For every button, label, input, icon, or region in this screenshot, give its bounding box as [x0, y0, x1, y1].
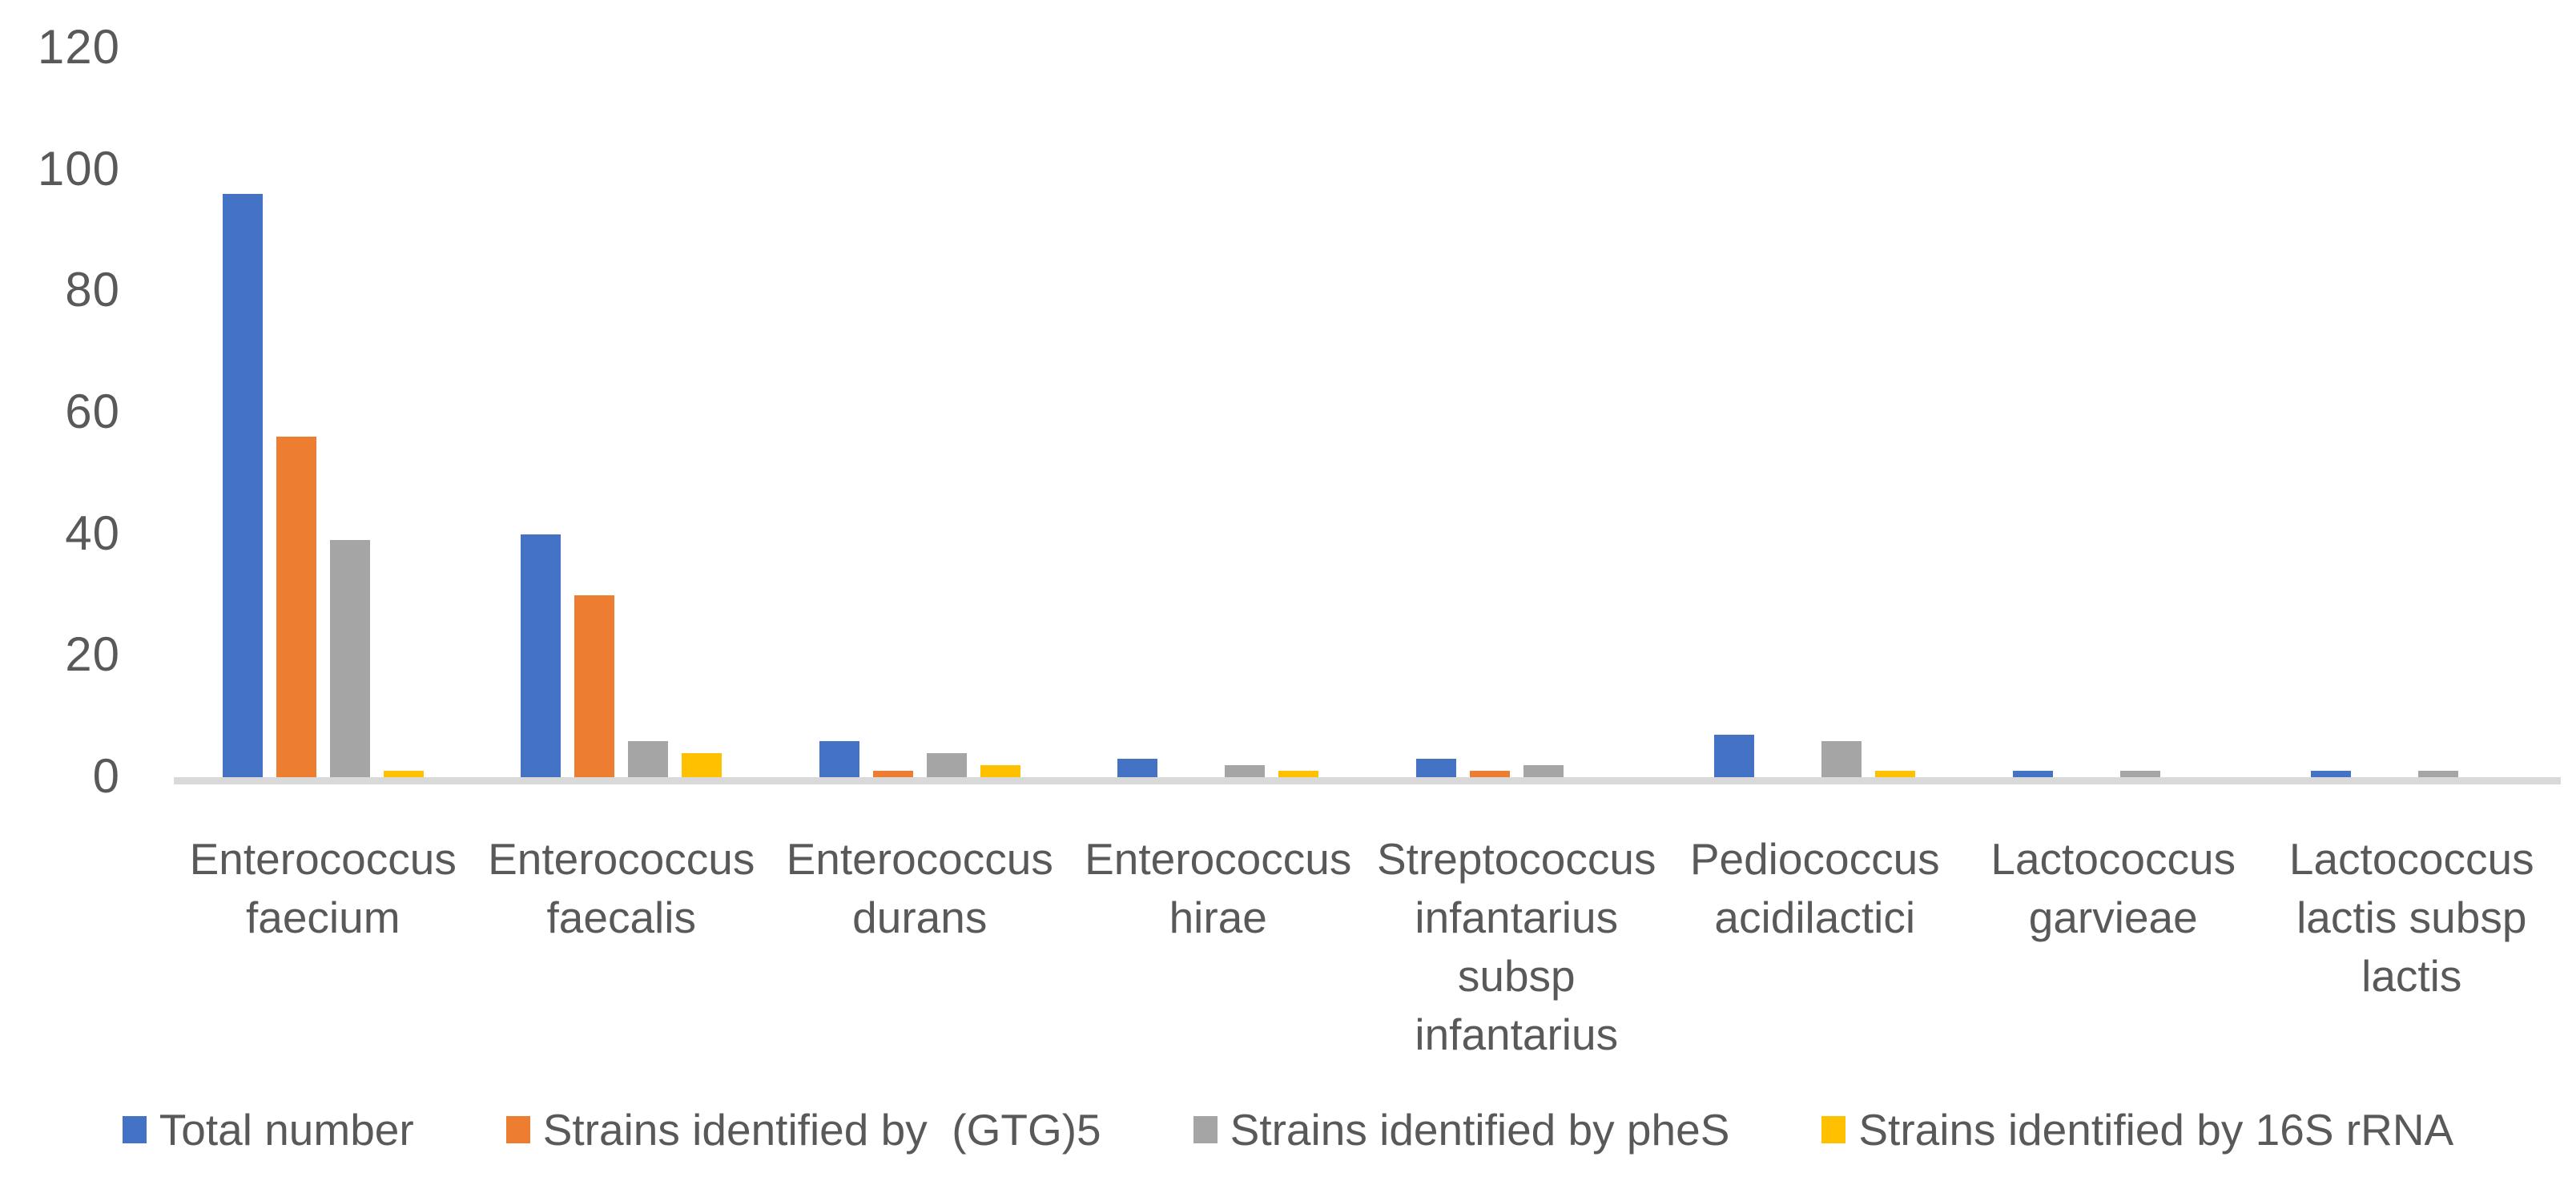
bar-group-pediococcus-acidilactici: [1666, 48, 1965, 777]
legend-item-total-number: Total number: [122, 1104, 414, 1155]
bar-total-number-enterococcus-durans: [819, 740, 859, 777]
legend-label-total-number: Total number: [159, 1105, 414, 1155]
bar-strains-identified-by-gtg-5-enterococcus-faecalis: [574, 595, 615, 777]
bar-group-enterococcus-faecium: [174, 48, 473, 777]
bar-group-enterococcus-faecalis: [473, 48, 771, 777]
bar-total-number-enterococcus-faecium: [222, 194, 263, 777]
y-tick-label-0: 0: [92, 749, 120, 804]
bar-strains-identified-by-phes-lactococcus-garvieae: [2119, 771, 2160, 777]
bar-group-lactococcus-garvieae: [1964, 48, 2263, 777]
bar-strains-identified-by-16s-rrna-enterococcus-faecium: [383, 771, 424, 777]
legend-item-strains-identified-by-phes: Strains identified by pheS: [1193, 1104, 1730, 1155]
category-label-enterococcus-hirae: Enterococcus hirae: [1085, 834, 1352, 942]
legend-label-strains-identified-by-16s-rrna: Strains identified by 16S rRNA: [1858, 1105, 2454, 1155]
legend-marker-icon-strains-identified-by-phes: [1193, 1116, 1218, 1143]
legend-item-strains-identified-by-gtg-5: Strains identified by (GTG)5: [505, 1104, 1101, 1155]
legend-marker-icon-strains-identified-by-gtg-5: [505, 1116, 530, 1143]
y-axis: 0 20 40 60 80 100 120: [0, 20, 120, 803]
category-label-lactococcus-garvieae: Lactococcus garvieae: [1990, 834, 2236, 942]
y-tick-label-100: 100: [37, 141, 120, 195]
x-axis-line: [174, 777, 2561, 784]
plot-area: [174, 48, 2561, 777]
legend-label-strains-identified-by-phes: Strains identified by pheS: [1230, 1105, 1730, 1155]
bar-strains-identified-by-gtg-5-enterococcus-faecium: [276, 437, 316, 777]
legend: Total number Strains identified by (GTG)5…: [0, 1104, 2576, 1155]
bar-total-number-enterococcus-faecalis: [521, 534, 561, 777]
bar-strains-identified-by-gtg-5-streptococcus-infantarius-subsp-infantarius: [1469, 771, 1510, 777]
bar-strains-identified-by-phes-pediococcus-acidilactici: [1821, 740, 1862, 777]
y-tick-label-40: 40: [65, 506, 120, 560]
bar-total-number-enterococcus-hirae: [1117, 759, 1158, 777]
bar-strains-identified-by-phes-enterococcus-faecium: [329, 540, 370, 777]
bar-strains-identified-by-16s-rrna-enterococcus-faecalis: [682, 752, 722, 777]
category-axis-labels: Enterococcus faecium Enterococcus faecali…: [174, 830, 2561, 1064]
legend-item-strains-identified-by-16s-rrna: Strains identified by 16S rRNA: [1821, 1104, 2453, 1155]
bar-groups: [174, 48, 2561, 777]
bar-strains-identified-by-phes-enterococcus-faecalis: [628, 740, 669, 777]
bar-total-number-streptococcus-infantarius-subsp-infantarius: [1415, 759, 1456, 777]
category-label-streptococcus-infantarius-subsp-infantarius: Streptococcus infantarius subsp infantar…: [1376, 834, 1656, 1059]
bar-group-streptococcus-infantarius-subsp-infantarius: [1367, 48, 1666, 777]
y-tick-label-80: 80: [65, 263, 120, 317]
y-tick-label-60: 60: [65, 385, 120, 439]
y-tick-label-20: 20: [65, 627, 120, 682]
bar-strains-identified-by-16s-rrna-enterococcus-durans: [980, 764, 1020, 777]
bar-strains-identified-by-phes-streptococcus-infantarius-subsp-infantarius: [1523, 764, 1564, 777]
legend-marker-icon-total-number: [122, 1116, 147, 1143]
bar-total-number-lactococcus-garvieae: [2012, 771, 2053, 777]
category-label-enterococcus-faecalis: Enterococcus faecalis: [488, 834, 755, 942]
legend-marker-icon-strains-identified-by-16s-rrna: [1821, 1116, 1846, 1143]
bar-group-enterococcus-hirae: [1069, 48, 1368, 777]
bar-group-enterococcus-durans: [771, 48, 1069, 777]
bar-strains-identified-by-16s-rrna-enterococcus-hirae: [1278, 771, 1319, 777]
bar-strains-identified-by-16s-rrna-pediococcus-acidilactici: [1875, 771, 1916, 777]
y-tick-label-120: 120: [37, 20, 120, 75]
bar-strains-identified-by-phes-lactococcus-lactis-subsp-lactis: [2418, 771, 2459, 777]
category-label-enterococcus-faecium: Enterococcus faecium: [189, 834, 457, 942]
bar-strains-identified-by-phes-enterococcus-durans: [926, 752, 967, 777]
category-label-enterococcus-durans: Enterococcus durans: [786, 834, 1053, 942]
bar-strains-identified-by-phes-enterococcus-hirae: [1225, 764, 1266, 777]
category-label-lactococcus-lactis-subsp-lactis: Lactococcus lactis subsp lactis: [2288, 834, 2534, 1001]
bar-total-number-lactococcus-lactis-subsp-lactis: [2311, 771, 2352, 777]
bar-total-number-pediococcus-acidilactici: [1714, 734, 1755, 777]
bar-strains-identified-by-gtg-5-enterococcus-durans: [872, 771, 913, 777]
bar-group-lactococcus-lactis-subsp-lactis: [2263, 48, 2562, 777]
legend-label-strains-identified-by-gtg-5: Strains identified by (GTG)5: [542, 1105, 1101, 1155]
category-label-pediococcus-acidilactici: Pediococcus acidilactici: [1689, 834, 1940, 942]
